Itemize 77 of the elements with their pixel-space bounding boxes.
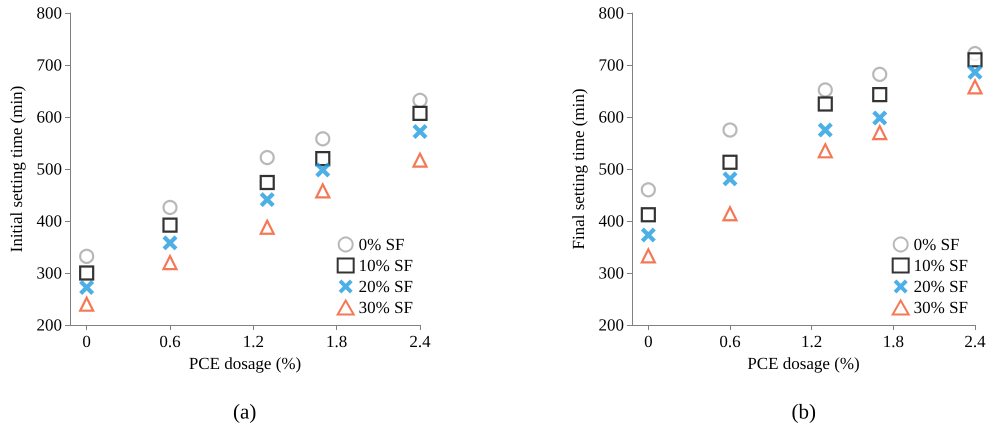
point: [872, 125, 888, 140]
x-tick-label: 2.4: [964, 332, 986, 351]
point: [79, 296, 94, 312]
y-axis-title: Initial setting time (min): [7, 86, 26, 252]
x-axis-title: PCE dosage (%): [747, 354, 860, 373]
point: [162, 200, 178, 216]
legend-label: 20% SF: [358, 277, 414, 296]
point: [967, 79, 983, 94]
legend-label: 0% SF: [914, 235, 960, 254]
x-tick-label: 2.4: [409, 332, 432, 351]
legend-label: 10% SF: [358, 256, 414, 275]
point: [162, 255, 178, 270]
point: [722, 122, 738, 138]
point: [412, 106, 428, 121]
x-tick-label: 1.8: [882, 332, 904, 351]
point: [315, 183, 330, 198]
point: [640, 182, 656, 198]
point: [315, 162, 330, 178]
point: [162, 218, 178, 233]
y-tick-label: 700: [598, 56, 624, 74]
point: [640, 248, 656, 264]
point: [968, 64, 982, 80]
point: [818, 96, 833, 112]
point: [640, 207, 656, 222]
y-tick-label: 600: [598, 108, 624, 126]
y-tick-label: 400: [598, 212, 624, 230]
point: [872, 66, 888, 82]
y-tick-label: 500: [598, 160, 624, 178]
point: [722, 154, 738, 170]
x-tick-label: 1.2: [242, 332, 264, 351]
point: [818, 82, 833, 98]
point: [412, 92, 428, 108]
point: [260, 192, 275, 208]
x-tick-label: 1.2: [801, 332, 822, 351]
point: [818, 143, 833, 158]
y-tick-label: 500: [36, 160, 62, 178]
legend-label: 20% SF: [914, 277, 968, 296]
y-tick-label: 300: [36, 264, 62, 282]
legend-label: 30% SF: [358, 298, 414, 317]
point: [818, 122, 833, 138]
point: [79, 265, 94, 281]
point: [412, 152, 428, 168]
legend-label: 30% SF: [914, 298, 968, 317]
y-tick-label: 200: [598, 316, 624, 334]
point: [315, 131, 330, 146]
point: [722, 171, 738, 186]
y-tick-label: 800: [598, 4, 624, 22]
x-axis-title: PCE dosage (%): [188, 354, 302, 373]
x-tick-label: 0.6: [719, 332, 741, 351]
point: [412, 124, 428, 140]
legend-label: 0% SF: [358, 235, 405, 254]
x-tick-label: 0: [82, 332, 91, 351]
point: [260, 220, 275, 235]
point: [640, 228, 656, 243]
point: [79, 248, 94, 264]
y-tick-label: 800: [36, 4, 62, 22]
legend-label: 10% SF: [914, 256, 968, 275]
point: [162, 235, 178, 250]
text: (b): [792, 400, 816, 424]
x-tick-label: 1.8: [326, 332, 348, 351]
point: [967, 52, 983, 68]
point: [260, 174, 275, 190]
text: (a): [233, 400, 256, 424]
y-tick-label: 300: [598, 264, 624, 282]
y-axis-title: Final setting time (min): [569, 88, 588, 250]
point: [872, 110, 888, 126]
point: [872, 87, 888, 102]
y-tick-label: 700: [36, 56, 62, 74]
y-tick-label: 200: [36, 316, 62, 334]
y-tick-label: 600: [36, 108, 62, 126]
point: [722, 206, 738, 222]
x-tick-label: 0: [644, 332, 653, 351]
x-tick-label: 0.6: [159, 332, 181, 351]
point: [315, 151, 330, 166]
point: [260, 150, 275, 166]
y-tick-label: 400: [36, 212, 62, 230]
point: [79, 280, 94, 296]
